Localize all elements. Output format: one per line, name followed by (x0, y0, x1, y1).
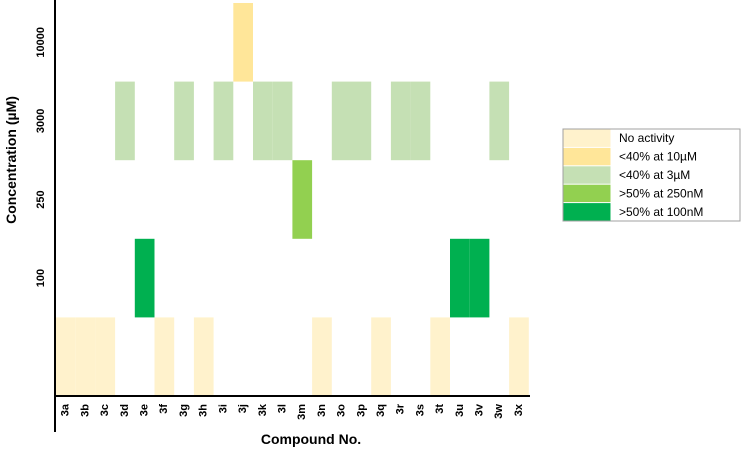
x-tick-label: 3m (296, 404, 308, 420)
x-tick-label: 3g (178, 404, 190, 417)
cell-3r (390, 81, 411, 161)
x-tick-label: 3t (434, 404, 446, 414)
x-tick-label: 3x (513, 403, 525, 416)
x-tick-label: 3f (158, 404, 170, 414)
x-tick-label: 3a (60, 403, 72, 416)
legend-swatch (563, 147, 611, 166)
x-tick-label: 3r (395, 403, 407, 414)
legend-label: <40% at 10µM (619, 150, 697, 164)
cell-3k (253, 81, 273, 161)
cell-3h (193, 317, 214, 396)
cell-3p (351, 81, 372, 161)
x-tick-label: 3k (257, 403, 269, 416)
cell-3l (272, 81, 293, 161)
cell-3a (56, 317, 76, 396)
cell-3c (95, 317, 116, 396)
cell-3b (75, 317, 96, 396)
x-axis-title: Compound No. (261, 431, 361, 447)
cell-3s (410, 81, 431, 161)
y-axis-title: Concentration (µM) (3, 96, 19, 224)
cell-3u (450, 238, 470, 318)
x-tick-labels: 3a 3b 3c 3d 3e 3f 3g 3h 3i 3j 3k 3l 3m 3n 3o 3p 3q 3r 3s 3t… (60, 403, 525, 420)
cell-3i (213, 81, 234, 161)
legend: No activity <40% at 10µM <40% at 3µM >50% a… (562, 128, 741, 222)
y-tick-label: 250 (35, 190, 47, 208)
legend-label: <40% at 3µM (619, 168, 690, 182)
x-tick-label: 3s (414, 404, 426, 416)
cell-3v (469, 238, 490, 318)
x-tick-label: 3b (79, 404, 91, 417)
x-tick-label: 3l (277, 404, 289, 413)
x-tick-label: 3i (217, 404, 229, 413)
legend-label: >50% at 100nM (619, 205, 703, 219)
legend-label: >50% at 250nM (619, 186, 703, 200)
cell-3o (331, 81, 352, 161)
y-tick-label: 10000 (35, 27, 47, 58)
x-tick-label: 3q (375, 404, 387, 417)
x-tick-label: 3d (119, 404, 131, 417)
x-tick-label: 3v (474, 403, 486, 416)
cell-3t (430, 317, 450, 396)
legend-swatch (563, 184, 611, 203)
heatmap-cells (56, 3, 529, 396)
cell-3m (292, 160, 313, 239)
cell-3n (312, 317, 332, 396)
y-tick-labels: 100 250 3000 10000 (35, 27, 47, 287)
x-tick-label: 3w (493, 404, 505, 419)
cell-3g (174, 81, 194, 161)
legend-label: No activity (619, 131, 674, 145)
cell-3e (134, 238, 155, 318)
x-tick-label: 3c (99, 404, 111, 416)
cell-3w (489, 81, 510, 161)
x-tick-label: 3p (355, 404, 367, 417)
x-tick-label: 3j (237, 404, 249, 413)
legend-swatch (563, 203, 611, 221)
legend-swatch (563, 129, 611, 147)
cell-3f (154, 317, 175, 396)
cell-3j (233, 3, 253, 82)
y-tick-label: 3000 (35, 109, 47, 133)
cell-3d (115, 81, 135, 161)
x-tick-label: 3u (454, 404, 466, 417)
cell-3q (371, 317, 391, 396)
x-tick-label: 3e (139, 404, 151, 416)
cell-3x (509, 317, 529, 396)
x-tick-label: 3o (336, 404, 348, 417)
x-tick-label: 3n (316, 404, 328, 417)
legend-swatch (563, 166, 611, 184)
y-tick-label: 100 (35, 269, 47, 287)
x-tick-label: 3h (198, 404, 210, 417)
